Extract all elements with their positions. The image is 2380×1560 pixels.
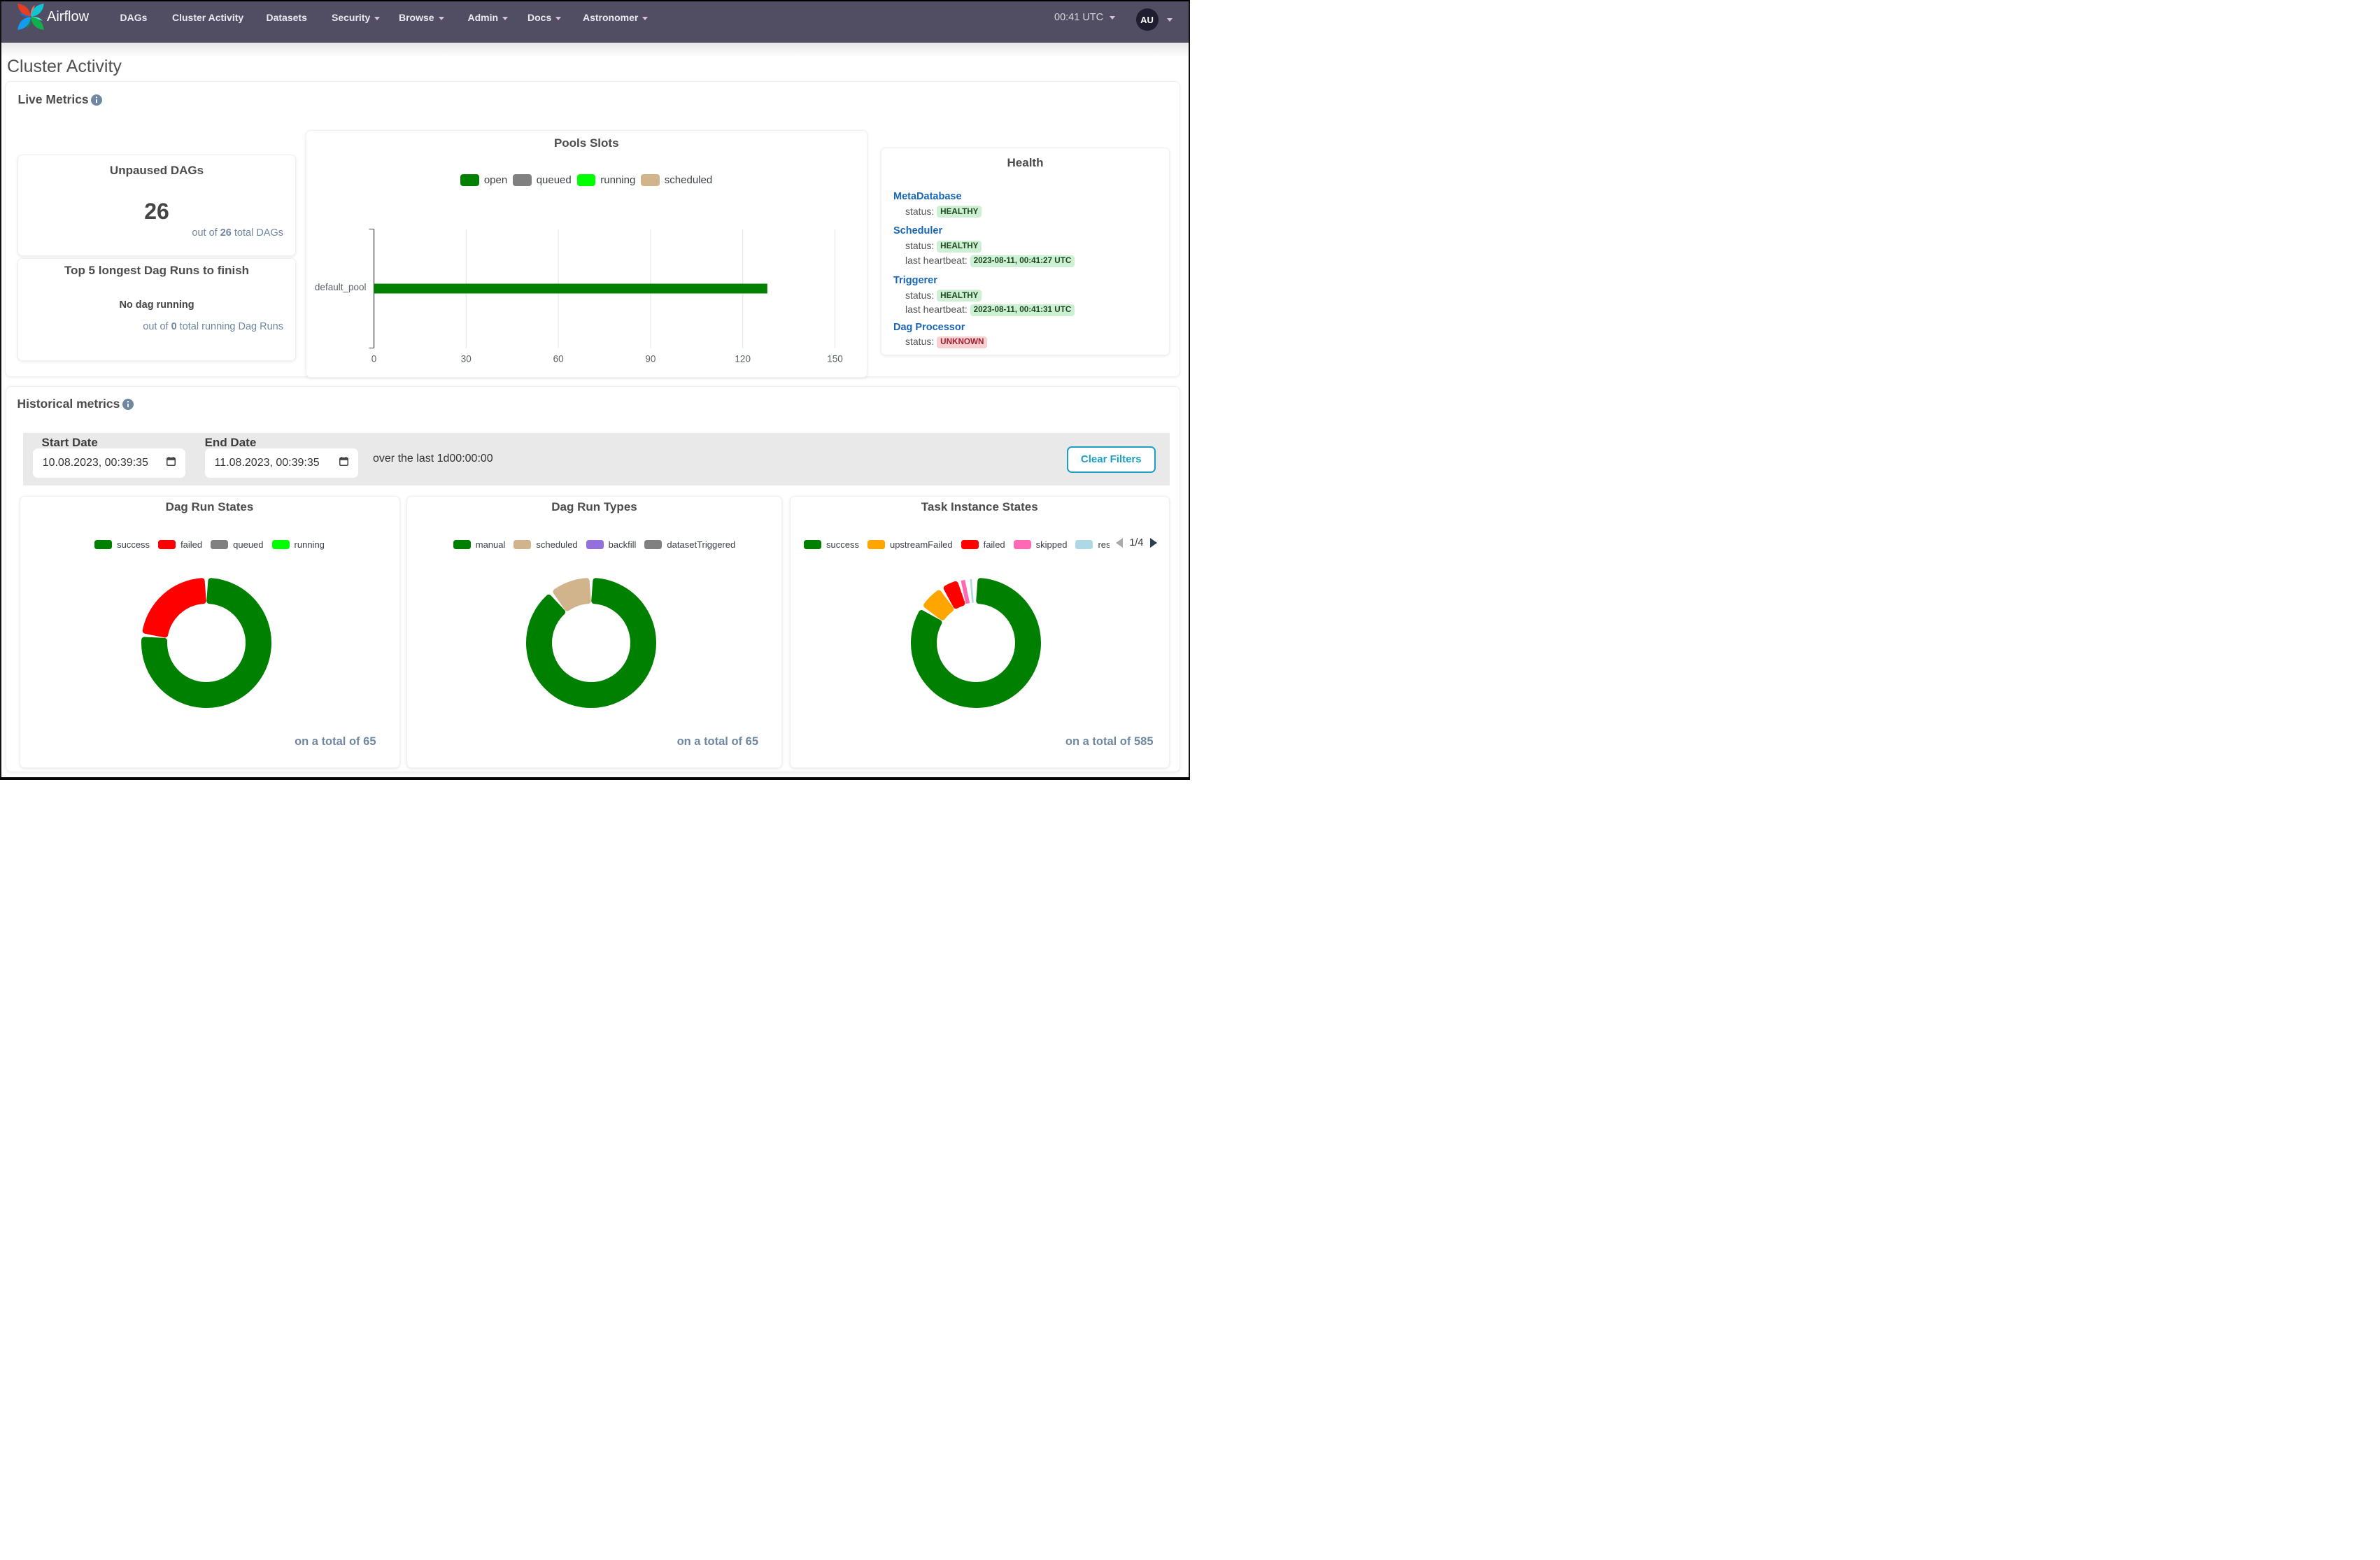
svg-text:90: 90 <box>645 353 656 364</box>
svg-text:30: 30 <box>460 353 471 364</box>
svg-text:60: 60 <box>553 353 563 364</box>
svg-text:150: 150 <box>827 353 843 364</box>
svg-text:default_pool: default_pool <box>314 282 366 292</box>
svg-text:120: 120 <box>735 353 751 364</box>
svg-text:0: 0 <box>371 353 376 364</box>
